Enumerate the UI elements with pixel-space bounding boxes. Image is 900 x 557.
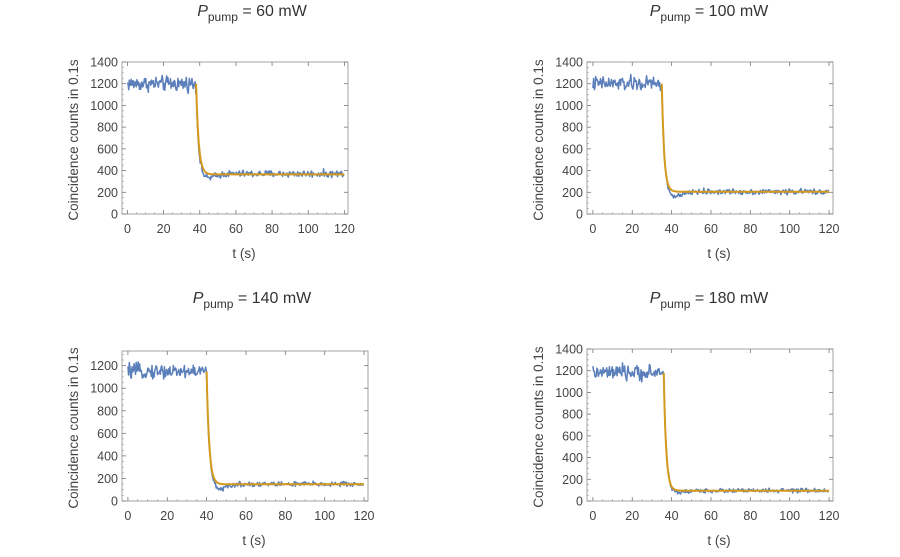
x-tick-label: 60 (239, 509, 253, 523)
y-tick-label: 600 (562, 429, 583, 443)
plot-frame (121, 350, 369, 502)
y-tick-label: 400 (97, 164, 118, 178)
y-tick-label: 800 (562, 408, 583, 422)
x-tick-label: 20 (625, 222, 639, 236)
data-series-line (127, 361, 365, 492)
y-axis-label: Coincidence counts in 0.1s (66, 347, 81, 509)
y-tick-label: 1200 (555, 77, 583, 91)
y-tick-label: 1000 (555, 386, 583, 400)
data-series-line (126, 74, 345, 181)
y-tick-label: 800 (97, 404, 118, 418)
x-tick-label: 20 (625, 509, 639, 523)
x-tick-label: 80 (278, 509, 292, 523)
y-tick-label: 1000 (90, 382, 118, 396)
x-tick-label: 0 (589, 509, 596, 523)
y-tick-label: 1400 (555, 56, 583, 70)
data-series-line (592, 362, 829, 495)
chart-title: Ppump = 100 mW (650, 3, 769, 24)
y-tick-label: 800 (562, 121, 583, 135)
x-tick-label: 120 (334, 222, 355, 236)
y-tick-label: 0 (576, 208, 583, 222)
x-tick-label: 60 (229, 222, 243, 236)
data-series-line (592, 73, 830, 199)
y-axis-label: Coincidence counts in 0.1s (531, 59, 546, 221)
x-tick-label: 40 (665, 222, 679, 236)
x-axis-label: t (s) (232, 246, 255, 261)
y-tick-label: 200 (97, 186, 118, 200)
y-tick-label: 1400 (555, 343, 583, 357)
y-tick-label: 800 (97, 121, 118, 135)
y-tick-label: 200 (562, 186, 583, 200)
y-tick-label: 1200 (555, 364, 583, 378)
x-tick-label: 60 (704, 222, 718, 236)
y-tick-label: 400 (97, 449, 118, 463)
fit-curve-line (205, 371, 365, 486)
x-tick-label: 120 (819, 509, 840, 523)
x-tick-label: 0 (124, 222, 131, 236)
x-tick-label: 120 (354, 509, 375, 523)
x-tick-label: 80 (265, 222, 279, 236)
chart-title: Ppump = 180 mW (650, 290, 769, 311)
x-tick-label: 40 (200, 509, 214, 523)
x-tick-label: 40 (193, 222, 207, 236)
chart-title: Ppump = 140 mW (193, 290, 312, 311)
x-axis-label: t (s) (242, 533, 265, 548)
x-tick-label: 100 (314, 509, 335, 523)
y-tick-label: 400 (562, 164, 583, 178)
chart-panel-1: Ppump = 60 mW0 20 40 60 80 100 120020040060080… (66, 3, 355, 261)
y-tick-label: 0 (111, 495, 118, 509)
y-tick-label: 400 (562, 451, 583, 465)
y-axis-label: Coincidence counts in 0.1s (531, 346, 546, 508)
y-tick-label: 200 (562, 473, 583, 487)
x-tick-label: 0 (589, 222, 596, 236)
y-tick-label: 1000 (555, 99, 583, 113)
x-tick-label: 100 (779, 509, 800, 523)
x-tick-label: 80 (743, 509, 757, 523)
y-tick-label: 200 (97, 472, 118, 486)
y-tick-label: 600 (562, 142, 583, 156)
y-tick-label: 1200 (90, 77, 118, 91)
chart-panel-4: Ppump = 180 mW0 20 40 60 80 100 12002004006008… (531, 290, 840, 548)
chart-panel-2: Ppump = 100 mW0 20 40 60 80 100 12002004006008… (531, 3, 840, 261)
y-tick-label: 600 (97, 427, 118, 441)
x-axis-label: t (s) (707, 246, 730, 261)
chart-title: Ppump = 60 mW (197, 3, 308, 24)
y-axis-label: Coincidence counts in 0.1s (66, 59, 81, 221)
x-tick-label: 60 (704, 509, 718, 523)
x-tick-label: 20 (160, 509, 174, 523)
chart-panel-3: Ppump = 140 mW0 20 40 60 80 100 12002004006008… (66, 290, 375, 548)
x-tick-label: 20 (157, 222, 171, 236)
y-tick-label: 1200 (90, 359, 118, 373)
y-tick-label: 0 (576, 495, 583, 509)
y-tick-label: 600 (97, 142, 118, 156)
y-tick-label: 0 (111, 208, 118, 222)
fit-curve-line (660, 83, 830, 193)
x-axis-label: t (s) (707, 533, 730, 548)
x-tick-label: 80 (743, 222, 757, 236)
x-tick-label: 40 (665, 509, 679, 523)
y-tick-label: 1000 (90, 99, 118, 113)
x-tick-label: 120 (819, 222, 840, 236)
fit-curve-line (195, 83, 345, 176)
y-tick-label: 1400 (90, 56, 118, 70)
x-tick-label: 0 (124, 509, 131, 523)
x-tick-label: 100 (779, 222, 800, 236)
fit-curve-line (662, 372, 830, 492)
x-tick-label: 100 (298, 222, 319, 236)
